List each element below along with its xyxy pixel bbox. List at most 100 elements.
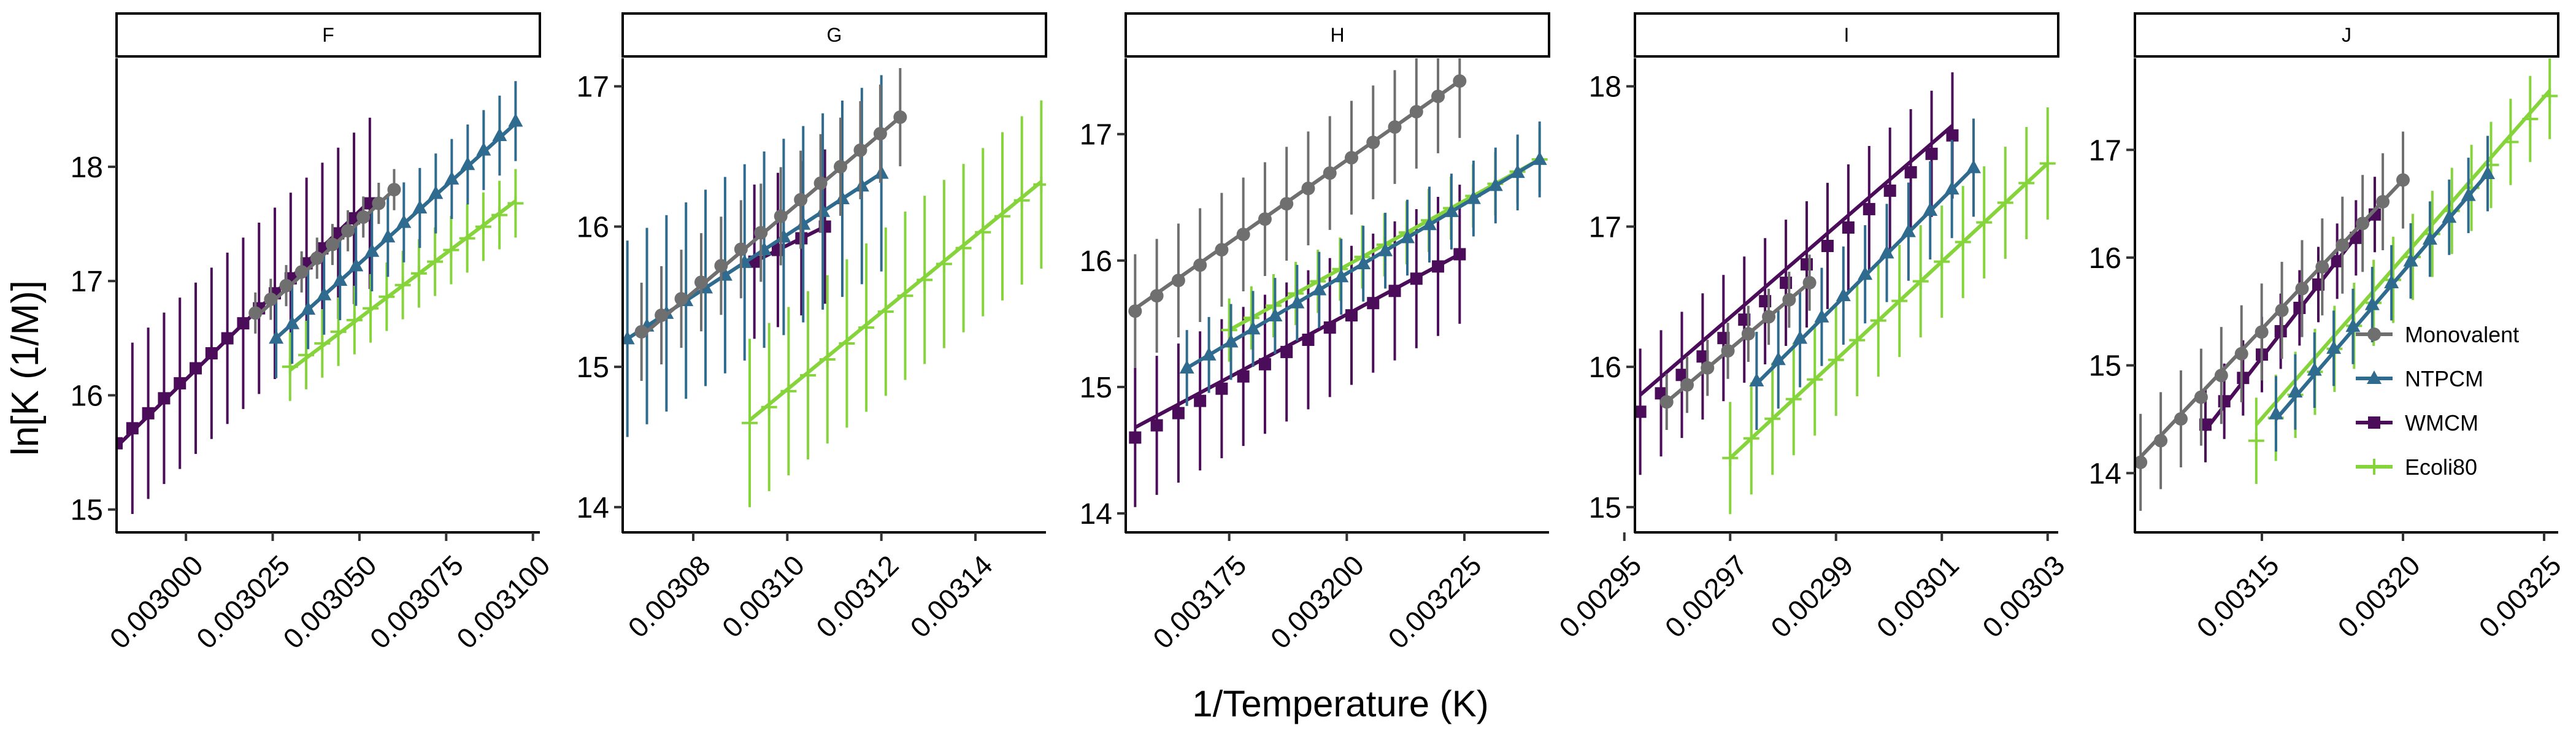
data-point bbox=[815, 203, 831, 217]
data-point bbox=[1290, 294, 1305, 309]
data-point bbox=[142, 407, 155, 420]
data-point bbox=[2480, 165, 2495, 179]
x-tick-label: 0.00308 bbox=[621, 549, 716, 643]
data-point bbox=[1258, 358, 1271, 370]
legend-label: Ecoli80 bbox=[2405, 454, 2477, 480]
y-tick-label: 16 bbox=[1080, 245, 1112, 278]
data-point bbox=[158, 392, 171, 405]
data-point bbox=[2542, 88, 2558, 104]
data-point bbox=[1828, 351, 1844, 368]
series-monovalent bbox=[1128, 58, 1467, 369]
data-point bbox=[2336, 238, 2350, 252]
fit-line bbox=[748, 180, 1043, 422]
data-point bbox=[877, 304, 894, 320]
data-point bbox=[2295, 282, 2309, 296]
data-point bbox=[1741, 327, 1755, 341]
fit-line bbox=[275, 121, 517, 340]
data-point bbox=[298, 347, 315, 363]
data-point bbox=[294, 265, 309, 279]
data-point bbox=[372, 196, 386, 210]
fit-line bbox=[2274, 172, 2489, 421]
data-point bbox=[412, 200, 428, 214]
data-point bbox=[734, 242, 748, 256]
data-point bbox=[2483, 156, 2499, 173]
legend-entry-ecoli80: Ecoli80 bbox=[2356, 454, 2477, 480]
data-point bbox=[1842, 221, 1855, 234]
x-tick-label: 0.00320 bbox=[2331, 549, 2426, 643]
series-ntpcm bbox=[1749, 118, 1981, 431]
data-point bbox=[1150, 419, 1163, 432]
facet-strip-label: G bbox=[827, 24, 842, 46]
data-point bbox=[314, 335, 331, 351]
y-tick-label: 15 bbox=[2089, 350, 2121, 383]
data-point bbox=[774, 209, 788, 223]
data-point bbox=[507, 195, 524, 212]
data-point bbox=[674, 292, 688, 306]
series-monovalent bbox=[1659, 255, 1817, 431]
data-point bbox=[2255, 325, 2269, 339]
y-tick-label: 17 bbox=[2089, 134, 2121, 167]
data-point bbox=[2502, 134, 2519, 150]
legend-entry-ntpcm: NTPCM bbox=[2356, 366, 2483, 391]
data-point bbox=[694, 275, 708, 289]
data-point bbox=[333, 272, 348, 286]
data-point bbox=[459, 230, 475, 247]
data-point bbox=[1762, 310, 1776, 324]
fit-line bbox=[1134, 252, 1461, 429]
series-wmcm bbox=[1635, 72, 1959, 475]
data-point bbox=[1431, 90, 1445, 104]
data-point bbox=[1946, 129, 1959, 142]
legend-key-marker bbox=[2367, 370, 2382, 384]
data-point bbox=[761, 399, 777, 415]
x-tick-label: 0.003025 bbox=[190, 549, 296, 654]
data-point bbox=[1821, 239, 1834, 252]
data-point bbox=[1223, 334, 1239, 348]
data-point bbox=[1749, 373, 1764, 387]
data-point bbox=[428, 185, 444, 199]
x-tick-label: 0.00310 bbox=[716, 549, 810, 643]
data-point bbox=[1453, 248, 1466, 261]
data-point bbox=[2194, 390, 2208, 404]
data-point bbox=[1675, 369, 1688, 381]
data-point bbox=[2384, 275, 2399, 289]
y-tick-label: 15 bbox=[1080, 372, 1112, 404]
data-point bbox=[1366, 136, 1380, 150]
data-point bbox=[117, 437, 123, 450]
x-tick-label: 0.003000 bbox=[104, 549, 209, 654]
data-point bbox=[2293, 301, 2306, 314]
data-point bbox=[2214, 369, 2228, 383]
facet-strip bbox=[1125, 12, 1550, 58]
facet-strip-label: H bbox=[1330, 24, 1344, 46]
data-point bbox=[897, 288, 913, 304]
data-point bbox=[1312, 282, 1327, 296]
x-tick-label: 0.003100 bbox=[450, 549, 556, 654]
data-point bbox=[1814, 309, 1829, 323]
x-tick-label: 0.003050 bbox=[277, 549, 382, 654]
data-point bbox=[1883, 184, 1896, 197]
data-point bbox=[1172, 407, 1185, 420]
data-point bbox=[174, 377, 186, 389]
data-point bbox=[1858, 266, 1873, 280]
fit-line bbox=[753, 224, 826, 264]
data-point bbox=[2174, 412, 2188, 426]
data-point bbox=[2218, 395, 2231, 408]
data-point bbox=[279, 278, 293, 293]
data-point bbox=[873, 126, 887, 140]
data-point bbox=[1245, 321, 1261, 335]
data-point bbox=[1635, 405, 1647, 418]
data-point bbox=[2248, 432, 2264, 449]
data-point bbox=[1891, 293, 1908, 309]
data-point bbox=[1925, 147, 1938, 160]
data-point bbox=[1193, 258, 1207, 272]
y-tick-label: 14 bbox=[577, 492, 609, 524]
data-point bbox=[282, 358, 298, 375]
y-tick-label: 16 bbox=[71, 380, 103, 412]
fit-line bbox=[1639, 124, 1954, 397]
data-point bbox=[2326, 340, 2342, 354]
data-point bbox=[248, 306, 263, 320]
series-monovalent bbox=[2135, 131, 2410, 511]
data-point bbox=[387, 183, 401, 197]
data-point bbox=[1879, 245, 1894, 259]
facet-panels: F 15 16 17 18 0.0030000.0030250.0030500.00307… bbox=[71, 12, 2567, 655]
series-ntpcm bbox=[1179, 121, 1547, 406]
